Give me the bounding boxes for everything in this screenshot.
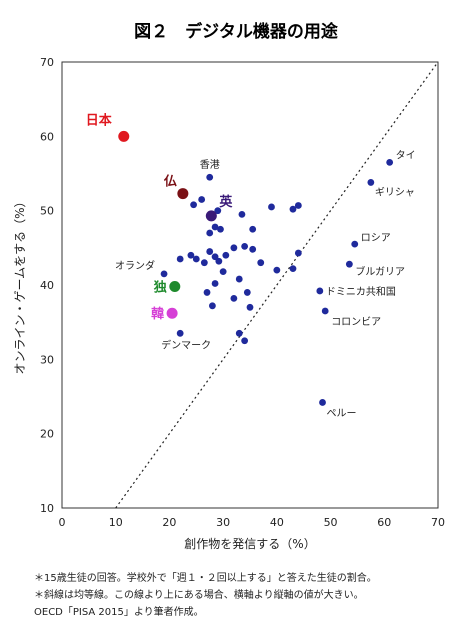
data-point <box>215 257 223 265</box>
highlight-label: 独 <box>154 279 167 295</box>
data-point <box>209 302 216 310</box>
data-point <box>273 266 281 274</box>
data-point <box>190 201 198 209</box>
data-point <box>230 244 238 252</box>
note-3: OECD「PISA 2015」より筆者作成。 <box>34 607 204 618</box>
data-point-label: ドミニカ共和国 <box>326 286 396 298</box>
y-tick-label: 10 <box>40 502 54 515</box>
data-point <box>319 399 326 406</box>
x-tick-label: 60 <box>377 516 391 529</box>
data-point-label: オランダ <box>115 259 155 272</box>
highlight-point <box>118 130 130 142</box>
y-tick-label: 50 <box>40 205 54 218</box>
data-point <box>345 260 353 268</box>
highlight-label: 仏 <box>164 175 177 190</box>
data-point <box>187 251 195 259</box>
data-point-label: デンマーク <box>161 338 211 351</box>
data-point-label: ギリシャ <box>375 186 415 198</box>
chart-title: 図２ デジタル機器の用途 <box>134 21 339 42</box>
data-point <box>289 265 297 273</box>
data-point <box>192 255 200 263</box>
x-tick-label: 20 <box>162 516 176 529</box>
data-point-label: ブルガリア <box>355 265 405 278</box>
highlight-point <box>205 210 217 222</box>
data-point-label: タイ <box>396 149 416 161</box>
data-point <box>249 245 257 253</box>
data-point <box>211 223 219 231</box>
y-tick-label: 30 <box>40 353 54 366</box>
data-point <box>176 329 184 337</box>
x-tick-label: 30 <box>216 516 230 529</box>
note-1: ＊15歳生徒の回答。学校外で「週１・２回以上する」と答えた生徒の割合。 <box>34 573 377 584</box>
plot-frame <box>61 61 439 509</box>
data-point <box>268 203 275 211</box>
data-point <box>321 307 329 315</box>
data-point <box>289 205 297 213</box>
data-point-label: ペルー <box>327 408 357 419</box>
equality-line <box>115 61 439 509</box>
highlight-label: 日本 <box>86 112 112 128</box>
highlight-point <box>166 307 178 319</box>
y-tick-label: 70 <box>40 56 54 69</box>
y-tick-label: 60 <box>40 130 54 143</box>
x-tick-label: 10 <box>109 516 123 529</box>
highlight-point <box>169 280 181 292</box>
x-tick-label: 0 <box>59 516 66 529</box>
data-point <box>206 229 214 237</box>
highlight-point <box>177 188 189 200</box>
data-point <box>257 259 265 267</box>
y-tick-label: 20 <box>40 428 54 441</box>
data-point <box>230 294 238 302</box>
x-tick-label: 50 <box>324 516 338 529</box>
y-axis-label: オンライン・ゲームをする（%） <box>13 195 27 374</box>
data-point <box>386 158 394 166</box>
data-point <box>211 280 219 287</box>
data-point <box>246 303 254 311</box>
notes: ＊15歳生徒の回答。学校外で「週１・２回以上する」と答えた生徒の割合。 ＊斜線は… <box>34 570 454 621</box>
data-point <box>316 287 324 295</box>
data-point <box>160 270 168 278</box>
data-point <box>176 255 184 263</box>
data-point <box>367 179 375 186</box>
data-point-label: ロシア <box>361 233 391 244</box>
data-point <box>249 225 257 233</box>
data-point <box>238 210 246 218</box>
data-point <box>219 268 227 276</box>
data-point-label: コロンビア <box>331 316 381 328</box>
data-point <box>200 259 208 267</box>
note-2: ＊斜線は均等線。この線より上にある場合、横軸より縦軸の値が大きい。 <box>34 590 364 601</box>
scatter-chart: 図２ デジタル機器の用途 0 10 20 30 40 50 60 70 10 20 30 40 50 60… <box>13 21 445 551</box>
data-point <box>235 275 243 283</box>
highlight-label: 英 <box>218 194 233 210</box>
data-point <box>214 207 222 215</box>
data-point <box>198 196 206 203</box>
data-point <box>211 253 219 261</box>
data-point <box>222 251 230 259</box>
data-point-label: 香港 <box>200 159 220 171</box>
x-axis-label: 創作物を発信する（%） <box>184 537 315 551</box>
data-point <box>235 329 243 337</box>
data-point <box>241 337 249 345</box>
y-tick-label: 40 <box>40 279 54 292</box>
data-point <box>217 225 224 233</box>
data-point <box>351 240 359 248</box>
data-point <box>243 289 251 296</box>
data-point <box>203 289 211 296</box>
x-tick-label: 70 <box>431 516 445 529</box>
data-point <box>206 248 214 255</box>
data-point <box>206 173 214 181</box>
highlight-label: 韓 <box>151 306 164 322</box>
data-point <box>241 242 249 250</box>
data-point <box>294 249 302 257</box>
x-tick-label: 40 <box>270 516 284 529</box>
data-point <box>294 202 302 209</box>
plot-area: 0 10 20 30 40 50 60 70 10 20 30 40 50 60 70 香港 タイギリシャロシア… <box>40 56 445 529</box>
